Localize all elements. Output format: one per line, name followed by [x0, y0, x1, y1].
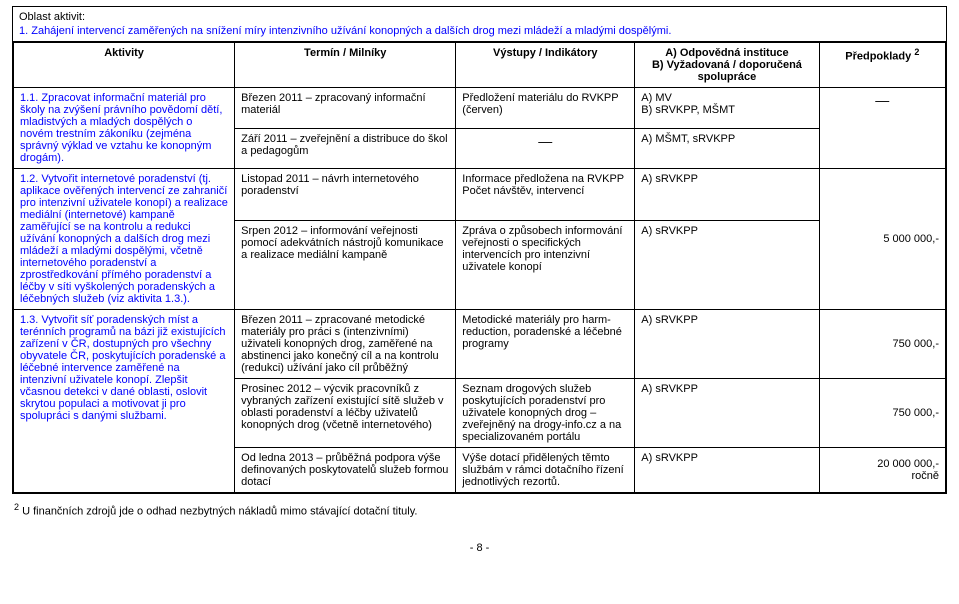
- cell-resp-11a: A) MV B) sRVKPP, MŠMT: [635, 88, 819, 129]
- th-terms: Termín / Milníky: [235, 43, 456, 88]
- cell-pre-13a: 750 000,-: [819, 310, 945, 379]
- cell-term-11a: Březen 2011 – zpracovaný informační mate…: [235, 88, 456, 129]
- table-row: 1.3. Vytvořit síť poradenských míst a te…: [14, 310, 946, 379]
- cell-pre-12: 5 000 000,-: [819, 169, 945, 310]
- table-header-row: Aktivity Termín / Milníky Výstupy / Indi…: [14, 43, 946, 88]
- cell-out-13c: Výše dotací přidělených těmto službám v …: [456, 448, 635, 493]
- footnote: 2 U finančních zdrojů jde o odhad nezbyt…: [12, 502, 947, 518]
- table-row: 1.2. Vytvořit internetové poradenství (t…: [14, 169, 946, 221]
- th-prereq-text: Předpoklady: [845, 51, 911, 63]
- cell-term-13b: Prosinec 2012 – výcvik pracovníků z vybr…: [235, 379, 456, 448]
- page: Oblast aktivit: 1. Zahájení intervencí z…: [0, 0, 959, 574]
- cell-out-12b: Zpráva o způsobech informování veřejnost…: [456, 220, 635, 309]
- area-title: 1. Zahájení intervencí zaměřených na sní…: [19, 25, 940, 37]
- cell-out-13a: Metodické materiály pro harm-reduction, …: [456, 310, 635, 379]
- cell-out-13b: Seznam drogových služeb poskytujících po…: [456, 379, 635, 448]
- cell-term-12a: Listopad 2011 – návrh internetového pora…: [235, 169, 456, 221]
- cell-term-13a: Březen 2011 – zpracované metodické mater…: [235, 310, 456, 379]
- cell-pre-13c: 20 000 000,- ročně: [819, 448, 945, 493]
- th-responsible: A) Odpovědná instituce B) Vyžadovaná / d…: [635, 43, 819, 88]
- page-number: - 8 -: [12, 542, 947, 554]
- cell-resp-12a: A) sRVKPP: [635, 169, 819, 221]
- cell-out-12a: Informace předložena na RVKPP Počet návš…: [456, 169, 635, 221]
- table-row: 1.1. Zpracovat informační materiál pro š…: [14, 88, 946, 129]
- cell-pre-11: —: [819, 88, 945, 169]
- cell-resp-12b: A) sRVKPP: [635, 220, 819, 309]
- th-prerequisites: Předpoklady 2: [819, 43, 945, 88]
- out-11b-dash: —: [538, 133, 552, 149]
- th-outputs: Výstupy / Indikátory: [456, 43, 635, 88]
- area-header: Oblast aktivit: 1. Zahájení intervencí z…: [13, 7, 946, 42]
- cell-pre-13b: 750 000,-: [819, 379, 945, 448]
- cell-resp-13b: A) sRVKPP: [635, 379, 819, 448]
- cell-resp-13c: A) sRVKPP: [635, 448, 819, 493]
- cell-activity-11: 1.1. Zpracovat informační materiál pro š…: [14, 88, 235, 169]
- area-label: Oblast aktivit:: [19, 11, 940, 23]
- table-outer: Oblast aktivit: 1. Zahájení intervencí z…: [12, 6, 947, 494]
- cell-resp-13a: A) sRVKPP: [635, 310, 819, 379]
- cell-activity-12: 1.2. Vytvořit internetové poradenství (t…: [14, 169, 235, 310]
- cell-out-11b: —: [456, 128, 635, 169]
- th-prereq-sup: 2: [914, 47, 919, 57]
- th-activities: Aktivity: [14, 43, 235, 88]
- cell-activity-13: 1.3. Vytvořit síť poradenských míst a te…: [14, 310, 235, 493]
- cell-resp-11b: A) MŠMT, sRVKPP: [635, 128, 819, 169]
- cell-term-13c: Od ledna 2013 – průběžná podpora výše de…: [235, 448, 456, 493]
- activities-table: Aktivity Termín / Milníky Výstupy / Indi…: [13, 42, 946, 493]
- footnote-text: U finančních zdrojů jde o odhad nezbytný…: [22, 506, 417, 518]
- pre-11-dash: —: [875, 92, 889, 108]
- footnote-num: 2: [14, 502, 19, 512]
- cell-term-12b: Srpen 2012 – informování veřejnosti pomo…: [235, 220, 456, 309]
- cell-term-11b: Září 2011 – zveřejnění a distribuce do š…: [235, 128, 456, 169]
- cell-out-11a: Předložení materiálu do RVKPP (červen): [456, 88, 635, 129]
